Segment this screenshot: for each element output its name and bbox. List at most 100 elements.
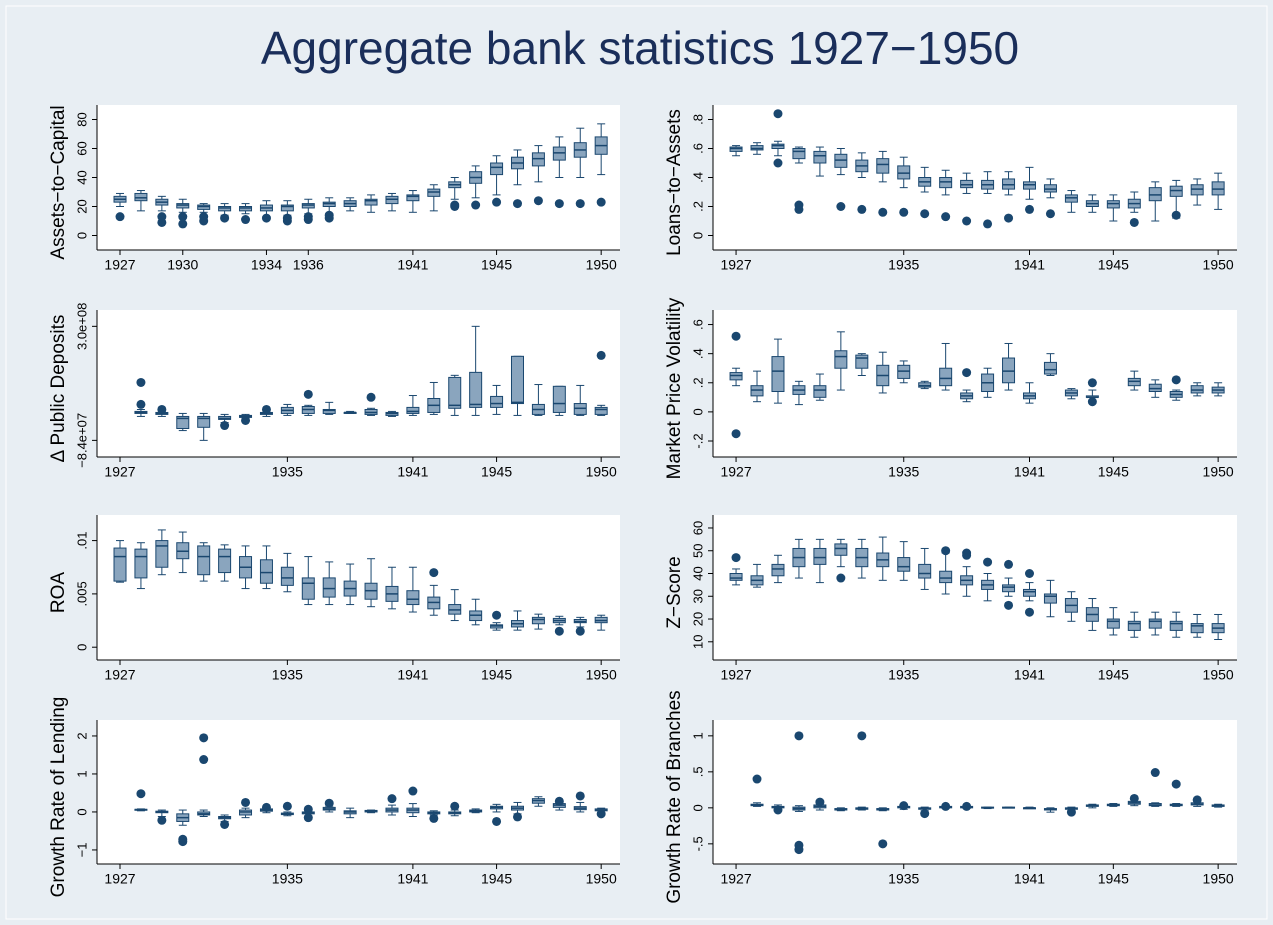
outlier: [941, 212, 951, 222]
x-tick-label: 1950: [586, 871, 617, 887]
x-tick-label: 1945: [1098, 257, 1129, 273]
box: [1169, 620, 1183, 631]
plot-area: [713, 720, 1237, 864]
box: [939, 570, 953, 584]
x-tick-label: 1950: [586, 464, 617, 480]
outlier: [199, 733, 209, 743]
box: [813, 150, 827, 164]
outlier: [1004, 600, 1014, 610]
y-tick-label: 0: [74, 808, 89, 815]
x-tick-label: 1927: [720, 667, 751, 683]
y-tick-label: 3.0e+08: [74, 303, 89, 350]
x-tick-label: 1950: [1203, 871, 1234, 887]
outlier: [220, 819, 230, 829]
outlier: [794, 845, 804, 855]
outlier: [533, 196, 543, 206]
box: [490, 162, 504, 176]
outlier: [220, 213, 230, 223]
outlier: [1171, 210, 1181, 220]
box: [729, 573, 743, 581]
plot-area: [713, 515, 1237, 660]
x-tick-label: 1935: [888, 871, 919, 887]
outlier: [899, 207, 909, 217]
y-tick-label: .01: [74, 532, 89, 550]
outlier: [554, 796, 564, 806]
x-tick-label: 1941: [1014, 667, 1045, 683]
outlier: [366, 392, 376, 402]
outlier: [136, 377, 146, 387]
x-tick-label: 1927: [720, 257, 751, 273]
x-tick-label: 1941: [397, 667, 428, 683]
y-axis-label: Assets−to−Capital: [48, 105, 69, 259]
outlier: [794, 204, 804, 214]
box: [792, 148, 806, 160]
plot-area: [97, 105, 620, 250]
outlier: [115, 212, 125, 222]
box: [813, 547, 827, 565]
figure-title: Aggregate bank statistics 1927−1950: [261, 22, 1019, 74]
y-tick-label: 10: [690, 635, 705, 649]
outlier: [282, 213, 292, 223]
outlier: [1087, 397, 1097, 407]
outlier: [1004, 559, 1014, 569]
x-tick-label: 1935: [888, 464, 919, 480]
y-tick-label: 0: [690, 408, 705, 415]
outlier: [575, 626, 585, 636]
outlier: [596, 809, 606, 819]
x-tick-label: 1945: [481, 871, 512, 887]
y-axis-label: Market Price Volatility: [664, 297, 685, 479]
x-tick-label: 1941: [397, 257, 428, 273]
outlier: [575, 199, 585, 209]
box: [834, 543, 848, 556]
x-tick-label: 1945: [1098, 871, 1129, 887]
outlier: [157, 815, 167, 825]
outlier: [596, 197, 606, 207]
outlier: [983, 557, 993, 567]
outlier: [303, 813, 313, 823]
outlier: [1024, 569, 1034, 579]
x-tick-label: 1935: [888, 257, 919, 273]
box: [813, 385, 827, 398]
outlier: [157, 212, 167, 222]
outlier: [773, 805, 783, 815]
y-tick-label: -.5: [690, 836, 705, 851]
outlier: [941, 546, 951, 556]
y-tick-label: 0: [74, 644, 89, 651]
box: [155, 540, 169, 568]
box: [364, 198, 378, 206]
outlier: [282, 801, 292, 811]
outlier: [836, 202, 846, 211]
x-tick-label: 1950: [1203, 667, 1234, 683]
box: [1148, 618, 1162, 629]
outlier: [492, 610, 502, 620]
y-tick-label: 80: [74, 112, 89, 126]
x-tick-label: 1945: [1098, 464, 1129, 480]
y-tick-label: −1: [74, 843, 89, 858]
outlier: [220, 421, 230, 431]
box: [469, 371, 483, 408]
box: [1043, 361, 1057, 375]
box: [1127, 620, 1141, 631]
outlier: [241, 215, 251, 225]
x-tick-label: 1941: [1014, 257, 1045, 273]
outlier: [773, 109, 783, 119]
outlier: [1066, 807, 1076, 817]
box: [301, 577, 315, 600]
outlier: [450, 801, 460, 811]
outlier: [241, 797, 251, 807]
box: [1043, 593, 1057, 604]
outlier: [1024, 204, 1034, 214]
box: [322, 408, 336, 414]
outlier: [962, 216, 972, 226]
outlier: [261, 404, 271, 414]
outlier: [731, 429, 741, 439]
x-tick-label: 1941: [397, 871, 428, 887]
x-tick-label: 1927: [104, 667, 135, 683]
outlier: [492, 197, 502, 207]
outlier: [408, 786, 418, 796]
box: [1002, 584, 1016, 593]
outlier: [1171, 375, 1181, 385]
outlier: [815, 797, 825, 807]
y-tick-label: .2: [690, 201, 705, 212]
outlier: [324, 798, 334, 808]
